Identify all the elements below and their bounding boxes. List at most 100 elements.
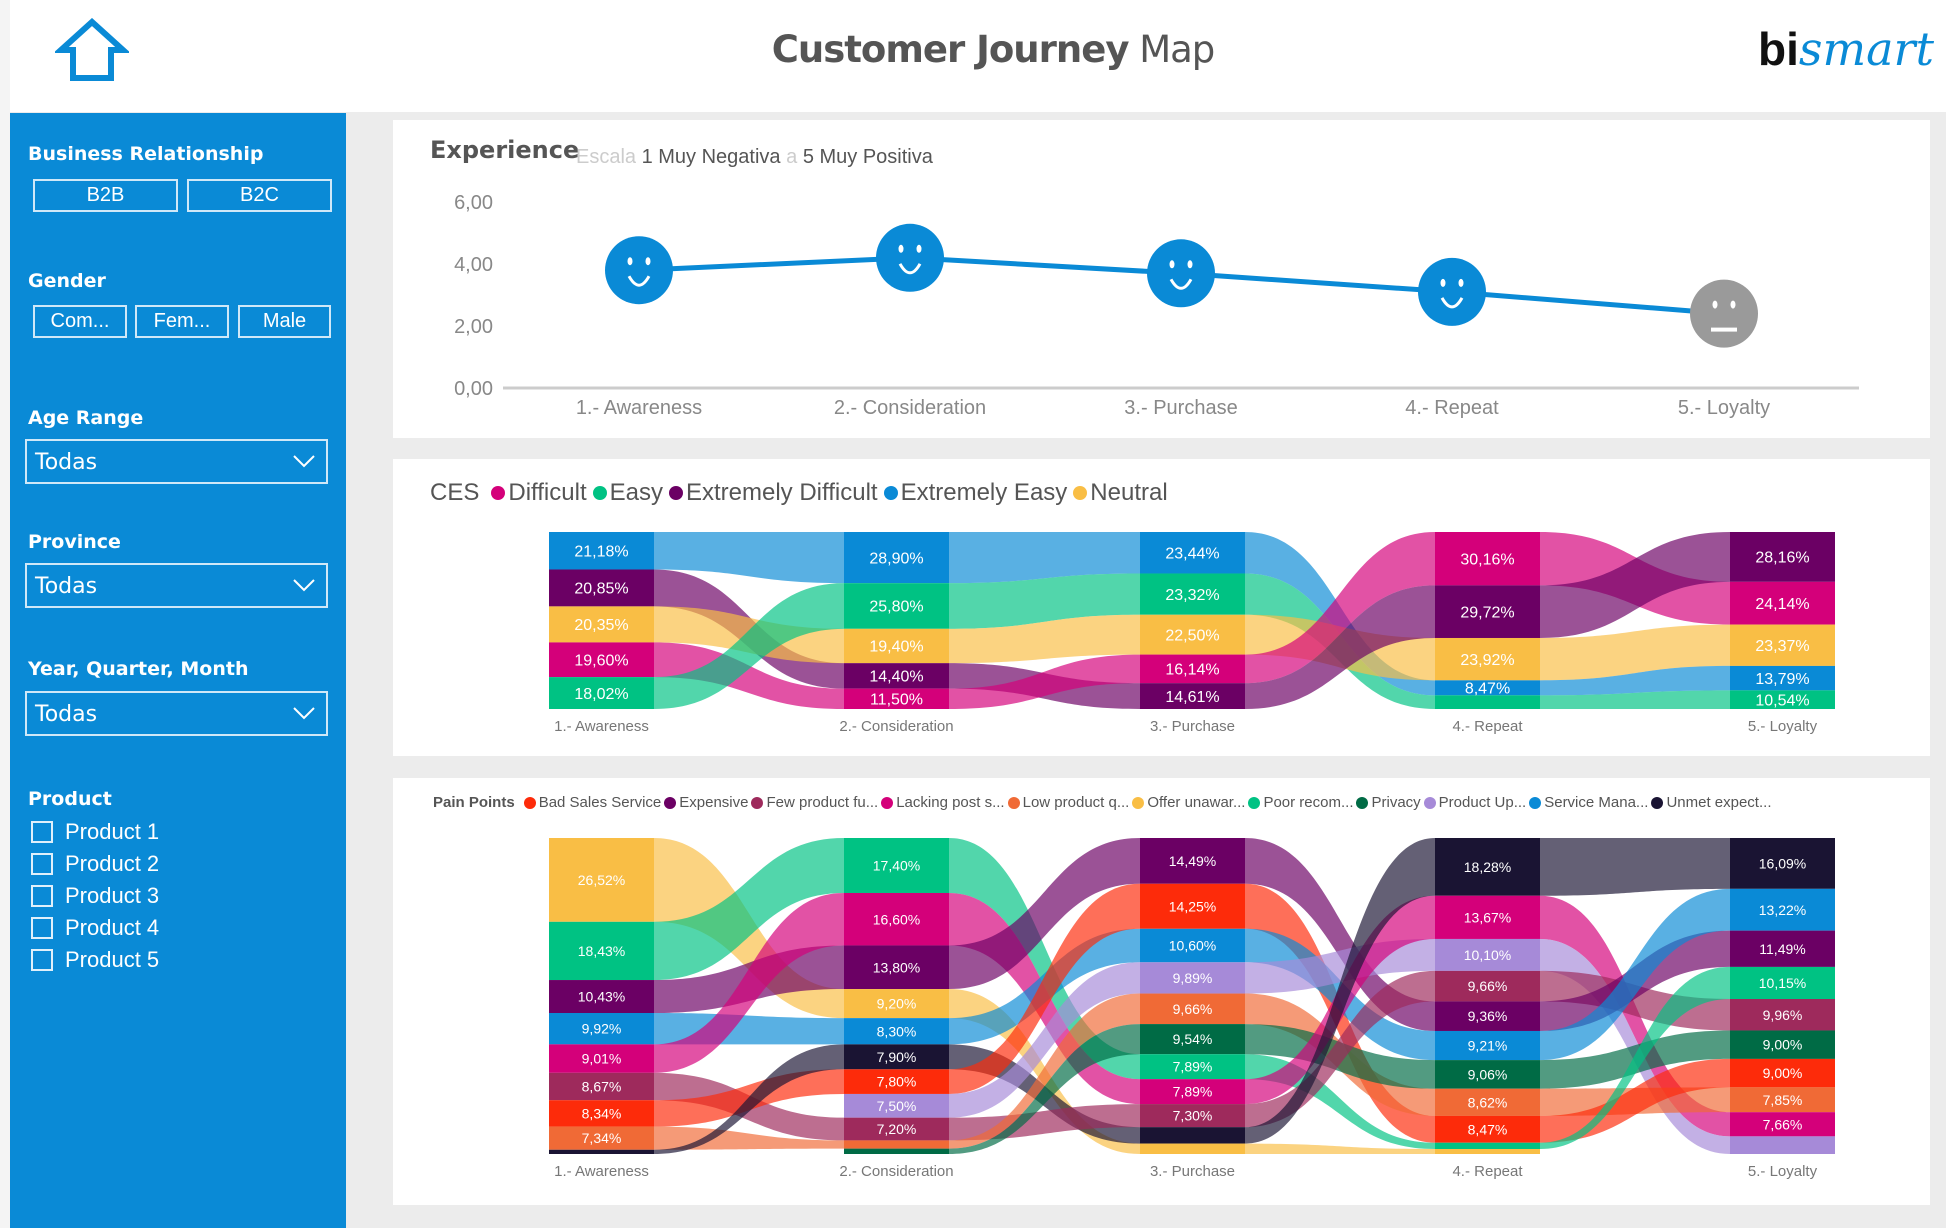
legend-item[interactable]: Few product fu... xyxy=(751,794,878,811)
b2b-button[interactable]: B2B xyxy=(33,179,178,212)
node-segment xyxy=(1140,1024,1245,1055)
legend-item[interactable]: Product Up... xyxy=(1423,794,1526,811)
scale-sep: a xyxy=(786,146,798,168)
legend-item[interactable]: Offer unawar... xyxy=(1132,794,1245,811)
node-segment xyxy=(1435,838,1540,896)
period-dropdown[interactable]: Todas xyxy=(25,691,328,736)
age-range-dropdown[interactable]: Todas xyxy=(25,439,328,484)
checkbox-icon[interactable] xyxy=(31,853,53,875)
node-segment xyxy=(1140,962,1245,994)
home-icon[interactable] xyxy=(55,18,129,84)
segment-value-label: 14,61% xyxy=(1165,689,1219,706)
flow-band xyxy=(949,838,1140,990)
checkbox-icon[interactable] xyxy=(31,885,53,907)
node-segment xyxy=(844,628,949,664)
flow-band xyxy=(949,883,1140,1094)
face-eye xyxy=(1187,260,1193,269)
legend-item[interactable]: Unmet expect... xyxy=(1651,794,1771,811)
legend-item[interactable]: Easy xyxy=(592,479,663,507)
gender-male-button[interactable]: Male xyxy=(238,305,331,338)
node-segment xyxy=(1730,624,1835,666)
legend-item[interactable]: Extremely Easy xyxy=(883,479,1067,507)
legend-item[interactable]: Service Mana... xyxy=(1529,794,1648,811)
node-segment xyxy=(1435,1115,1540,1143)
segment-value-label: 10,54% xyxy=(1755,692,1809,709)
segment-value-label: 23,92% xyxy=(1460,652,1514,669)
flow-band xyxy=(1245,838,1435,1144)
flow-band xyxy=(1540,665,1730,696)
chevron-down-icon xyxy=(293,707,315,720)
flow-band xyxy=(654,892,844,1073)
flow-band xyxy=(949,573,1140,629)
product-checkbox-1[interactable]: Product 1 xyxy=(31,819,159,845)
gender-com-button[interactable]: Com... xyxy=(33,305,127,338)
checkbox-icon[interactable] xyxy=(31,821,53,843)
b2c-button[interactable]: B2C xyxy=(187,179,332,212)
segment-value-label: 10,10% xyxy=(1464,947,1511,963)
legend-item[interactable]: Privacy xyxy=(1356,794,1421,811)
page-title: Customer Journey Map xyxy=(10,28,1946,71)
node-segment xyxy=(844,1140,949,1149)
flow-band xyxy=(1245,1143,1435,1154)
product-checkbox-3[interactable]: Product 3 xyxy=(31,883,159,909)
node-segment xyxy=(1730,581,1835,625)
segment-value-label: 21,18% xyxy=(574,544,628,561)
title-light: Map xyxy=(1139,28,1215,71)
face-circle xyxy=(1147,239,1215,308)
legend-dot-icon xyxy=(664,796,677,809)
flow-band xyxy=(1540,1058,1730,1143)
node-segment xyxy=(1435,895,1540,939)
segment-value-label: 9,66% xyxy=(1173,1001,1213,1017)
flow-band xyxy=(1245,838,1435,1031)
legend-item[interactable]: Lacking post s... xyxy=(881,794,1005,811)
flow-band xyxy=(949,1024,1140,1154)
gender-label: Gender xyxy=(28,270,106,292)
y-tick-label: 6,00 xyxy=(454,192,493,214)
legend-dot-icon xyxy=(751,796,764,809)
y-tick-label: 0,00 xyxy=(454,378,493,400)
segment-value-label: 8,34% xyxy=(582,1105,622,1121)
segment-value-label: 14,49% xyxy=(1169,853,1216,869)
smiley-face-icon xyxy=(605,236,673,305)
legend-dot-icon xyxy=(1073,486,1088,500)
legend-item[interactable]: Difficult xyxy=(491,479,587,507)
segment-value-label: 7,89% xyxy=(1173,1059,1213,1075)
node-segment xyxy=(1435,637,1540,681)
legend-dot-icon xyxy=(1423,796,1436,809)
product-checkbox-2[interactable]: Product 2 xyxy=(31,851,159,877)
neutral-face-icon xyxy=(1690,279,1758,348)
node-segment xyxy=(549,642,654,678)
segment-value-label: 8,67% xyxy=(582,1079,622,1095)
product-checkbox-5[interactable]: Product 5 xyxy=(31,947,159,973)
segment-value-label: 19,60% xyxy=(574,653,628,670)
node-segment xyxy=(1435,1030,1540,1061)
product-checkbox-4[interactable]: Product 4 xyxy=(31,915,159,941)
flow-band xyxy=(654,838,844,981)
x-tick-label: 4.- Repeat xyxy=(1405,397,1499,419)
legend-dot-icon xyxy=(491,486,506,500)
node-segment xyxy=(549,1100,654,1127)
legend-label: Unmet expect... xyxy=(1666,794,1772,811)
legend-dot-icon xyxy=(1356,796,1369,809)
checkbox-icon[interactable] xyxy=(31,949,53,971)
segment-value-label: 7,80% xyxy=(877,1074,917,1090)
segment-value-label: 9,96% xyxy=(1763,1007,1803,1023)
pain-points-legend: Pain Points Bad Sales Service Expensive Fe… xyxy=(433,794,1771,811)
legend-dot-icon xyxy=(881,796,894,809)
filter-sidebar: Business Relationship B2B B2C Gender Com… xyxy=(10,113,346,1228)
legend-item[interactable]: Low product q... xyxy=(1007,794,1129,811)
legend-item[interactable]: Poor recom... xyxy=(1248,794,1353,811)
legend-item[interactable]: Neutral xyxy=(1073,479,1168,507)
province-dropdown[interactable]: Todas xyxy=(25,563,328,608)
age-range-label: Age Range xyxy=(28,407,144,429)
legend-item[interactable]: Expensive xyxy=(664,794,748,811)
node-segment xyxy=(1140,1127,1245,1144)
checkbox-icon[interactable] xyxy=(31,917,53,939)
legend-item[interactable]: Bad Sales Service xyxy=(523,794,661,811)
gender-female-button[interactable]: Fem... xyxy=(135,305,229,338)
node-segment xyxy=(1730,1112,1835,1137)
legend-item[interactable]: Extremely Difficult xyxy=(668,479,878,507)
segment-value-label: 18,43% xyxy=(578,943,625,959)
legend-dot-icon xyxy=(668,486,683,500)
legend-dot-icon xyxy=(1248,796,1261,809)
